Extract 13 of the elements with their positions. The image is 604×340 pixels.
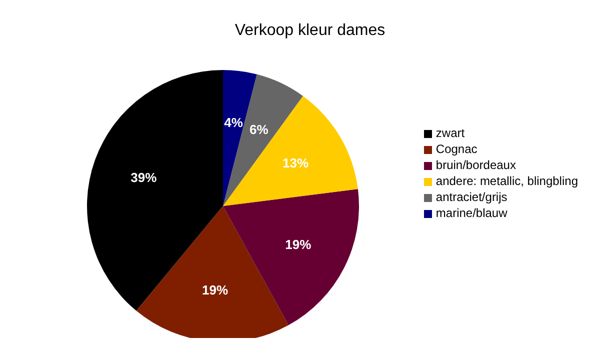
- legend-label: marine/blauw: [436, 206, 508, 220]
- data-label: 39%: [130, 170, 158, 185]
- chart-title: Verkoop kleur dames: [234, 22, 386, 40]
- legend-label: bruin/bordeaux: [436, 158, 516, 172]
- legend-label: Cognac: [436, 142, 478, 156]
- data-label: 6%: [250, 122, 269, 138]
- legend-label: antraciet/grijs: [436, 190, 508, 204]
- data-label: 19%: [202, 282, 229, 298]
- legend-label: andere: metallic, blingbling: [436, 174, 578, 188]
- data-label: 13%: [282, 156, 310, 171]
- legend-label: zwart: [436, 126, 465, 140]
- data-label: 4%: [224, 114, 244, 130]
- data-label: 19%: [285, 236, 312, 252]
